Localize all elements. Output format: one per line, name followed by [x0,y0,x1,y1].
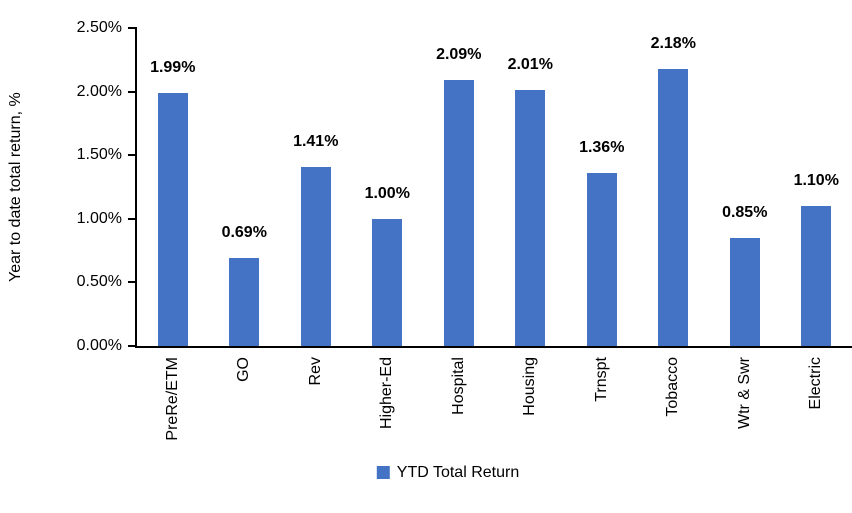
bar [372,218,403,346]
y-tick [128,90,137,93]
bar-value-label: 2.01% [507,56,553,74]
y-tick-label: 0.00% [76,337,122,354]
y-tick-label: 2.00% [76,82,122,100]
x-axis-label: GO [235,357,253,382]
bar-value-label: 2.09% [436,46,482,64]
y-tick-label: 2.50% [76,19,122,36]
bar [658,68,689,346]
plot-area [135,28,852,348]
y-axis-title: Year to date total return, % [7,92,24,282]
bar [515,90,546,346]
bar-value-label: 1.41% [293,132,339,150]
x-axis-label: Electric [807,357,825,410]
bar [586,173,617,346]
bar-value-label: 1.00% [364,184,410,202]
x-axis-label: PreRe/ETM [163,357,181,441]
bar-value-label: 1.10% [793,172,839,190]
bar [300,166,331,346]
x-axis-label: Higher-Ed [378,357,396,430]
x-axis-label: Trnspt [592,357,610,402]
y-tick-label: 1.00% [76,209,122,227]
bar [443,80,474,346]
bar [229,258,260,346]
bar-value-label: 1.99% [150,58,196,76]
bar [729,237,760,346]
bar-value-label: 0.85% [722,203,768,221]
bar-value-label: 2.18% [650,34,696,52]
y-tick-label: 1.50% [76,146,122,164]
bar [157,92,188,346]
bar-value-label: 1.36% [579,139,625,156]
y-tick [128,154,137,157]
legend-marker-icon [376,466,390,479]
legend-label: YTD Total Return [396,464,520,481]
bar-value-label: 0.69% [221,224,267,242]
y-tick-label: 0.50% [76,273,122,291]
x-axis-label: Hospital [449,357,467,415]
x-axis-label: Rev [306,357,324,386]
x-axis-label: Tobacco [664,357,682,417]
x-axis-label: Housing [521,357,539,416]
y-tick [128,281,137,284]
x-axis-label: Wtr & Swr [735,357,753,429]
y-tick [128,27,137,29]
y-tick [128,217,137,220]
bar [801,206,832,346]
legend: YTD Total Return [376,463,520,482]
y-tick [128,345,137,347]
